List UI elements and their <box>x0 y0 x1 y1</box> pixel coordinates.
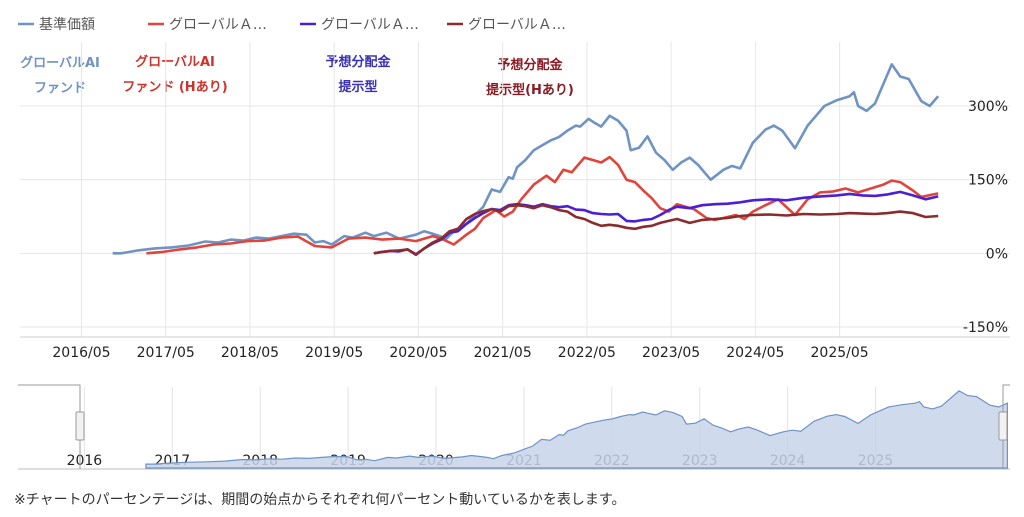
legend: 基準価額 グローバルＡ… グローバルＡ… グローバルＡ… <box>18 16 566 33</box>
y-tick-label: 0% <box>986 246 1008 262</box>
annotation-text: 予想分配金 <box>497 57 563 73</box>
series-line-2 <box>146 155 939 255</box>
navigator-handle-left[interactable] <box>75 411 85 441</box>
series-line-4 <box>373 203 939 257</box>
x-tick-label: 2019/05 <box>305 345 363 361</box>
x-tick-label: 2021/05 <box>474 345 532 361</box>
navigator-handle-right[interactable] <box>998 411 1008 441</box>
chart-svg: 基準価額 グローバルＡ… グローバルＡ… グローバルＡ… グローバルAIファンドグロー… <box>18 16 1010 470</box>
series-group <box>112 63 940 257</box>
navigator-area <box>145 390 1008 469</box>
annotation-text: 提示型(Hあり) <box>486 82 574 98</box>
annotation-text: ファンド (Hあり) <box>122 80 227 95</box>
y-tick-label: 300% <box>968 99 1008 115</box>
annotation-text: グローバルAI <box>20 55 100 71</box>
navigator[interactable]: 2016201720182019202020212022202320242025 <box>18 384 1010 470</box>
x-tick-label: 2024/05 <box>726 345 784 361</box>
series-line-3 <box>373 190 939 256</box>
series-line-1 <box>112 63 940 255</box>
navigator-tick-label: 2016 <box>67 453 103 469</box>
y-tick-label: 150% <box>968 173 1008 189</box>
annotation-text: グローバルAI <box>135 54 215 70</box>
x-tick-label: 2025/05 <box>811 345 869 361</box>
legend-label: グローバルＡ… <box>321 17 419 33</box>
annotation-text: 予想分配金 <box>325 54 391 70</box>
x-tick-label: 2016/05 <box>52 345 110 361</box>
annotation-text: ファンド <box>34 81 86 96</box>
grid: 2016/05 2017/05 2018/05 2019/05 2020/05 2021/… <box>20 42 1010 361</box>
x-tick-label: 2023/05 <box>642 345 700 361</box>
x-tick-label: 2018/05 <box>221 345 279 361</box>
y-tick-label: -150% <box>963 320 1008 336</box>
x-tick-label: 2017/05 <box>137 345 195 361</box>
legend-label: グローバルＡ… <box>169 17 267 33</box>
navigator-selection-outline <box>18 384 1010 469</box>
x-tick-label: 2020/05 <box>389 345 447 361</box>
footnote: ※チャートのパーセンテージは、期間の始点からそれぞれ何パーセント動いているかを表… <box>14 492 626 508</box>
legend-label: 基準価額 <box>39 16 95 33</box>
x-tick-label: 2022/05 <box>558 345 616 361</box>
legend-label: グローバルＡ… <box>468 17 566 33</box>
annotation-text: 提示型 <box>338 79 377 95</box>
